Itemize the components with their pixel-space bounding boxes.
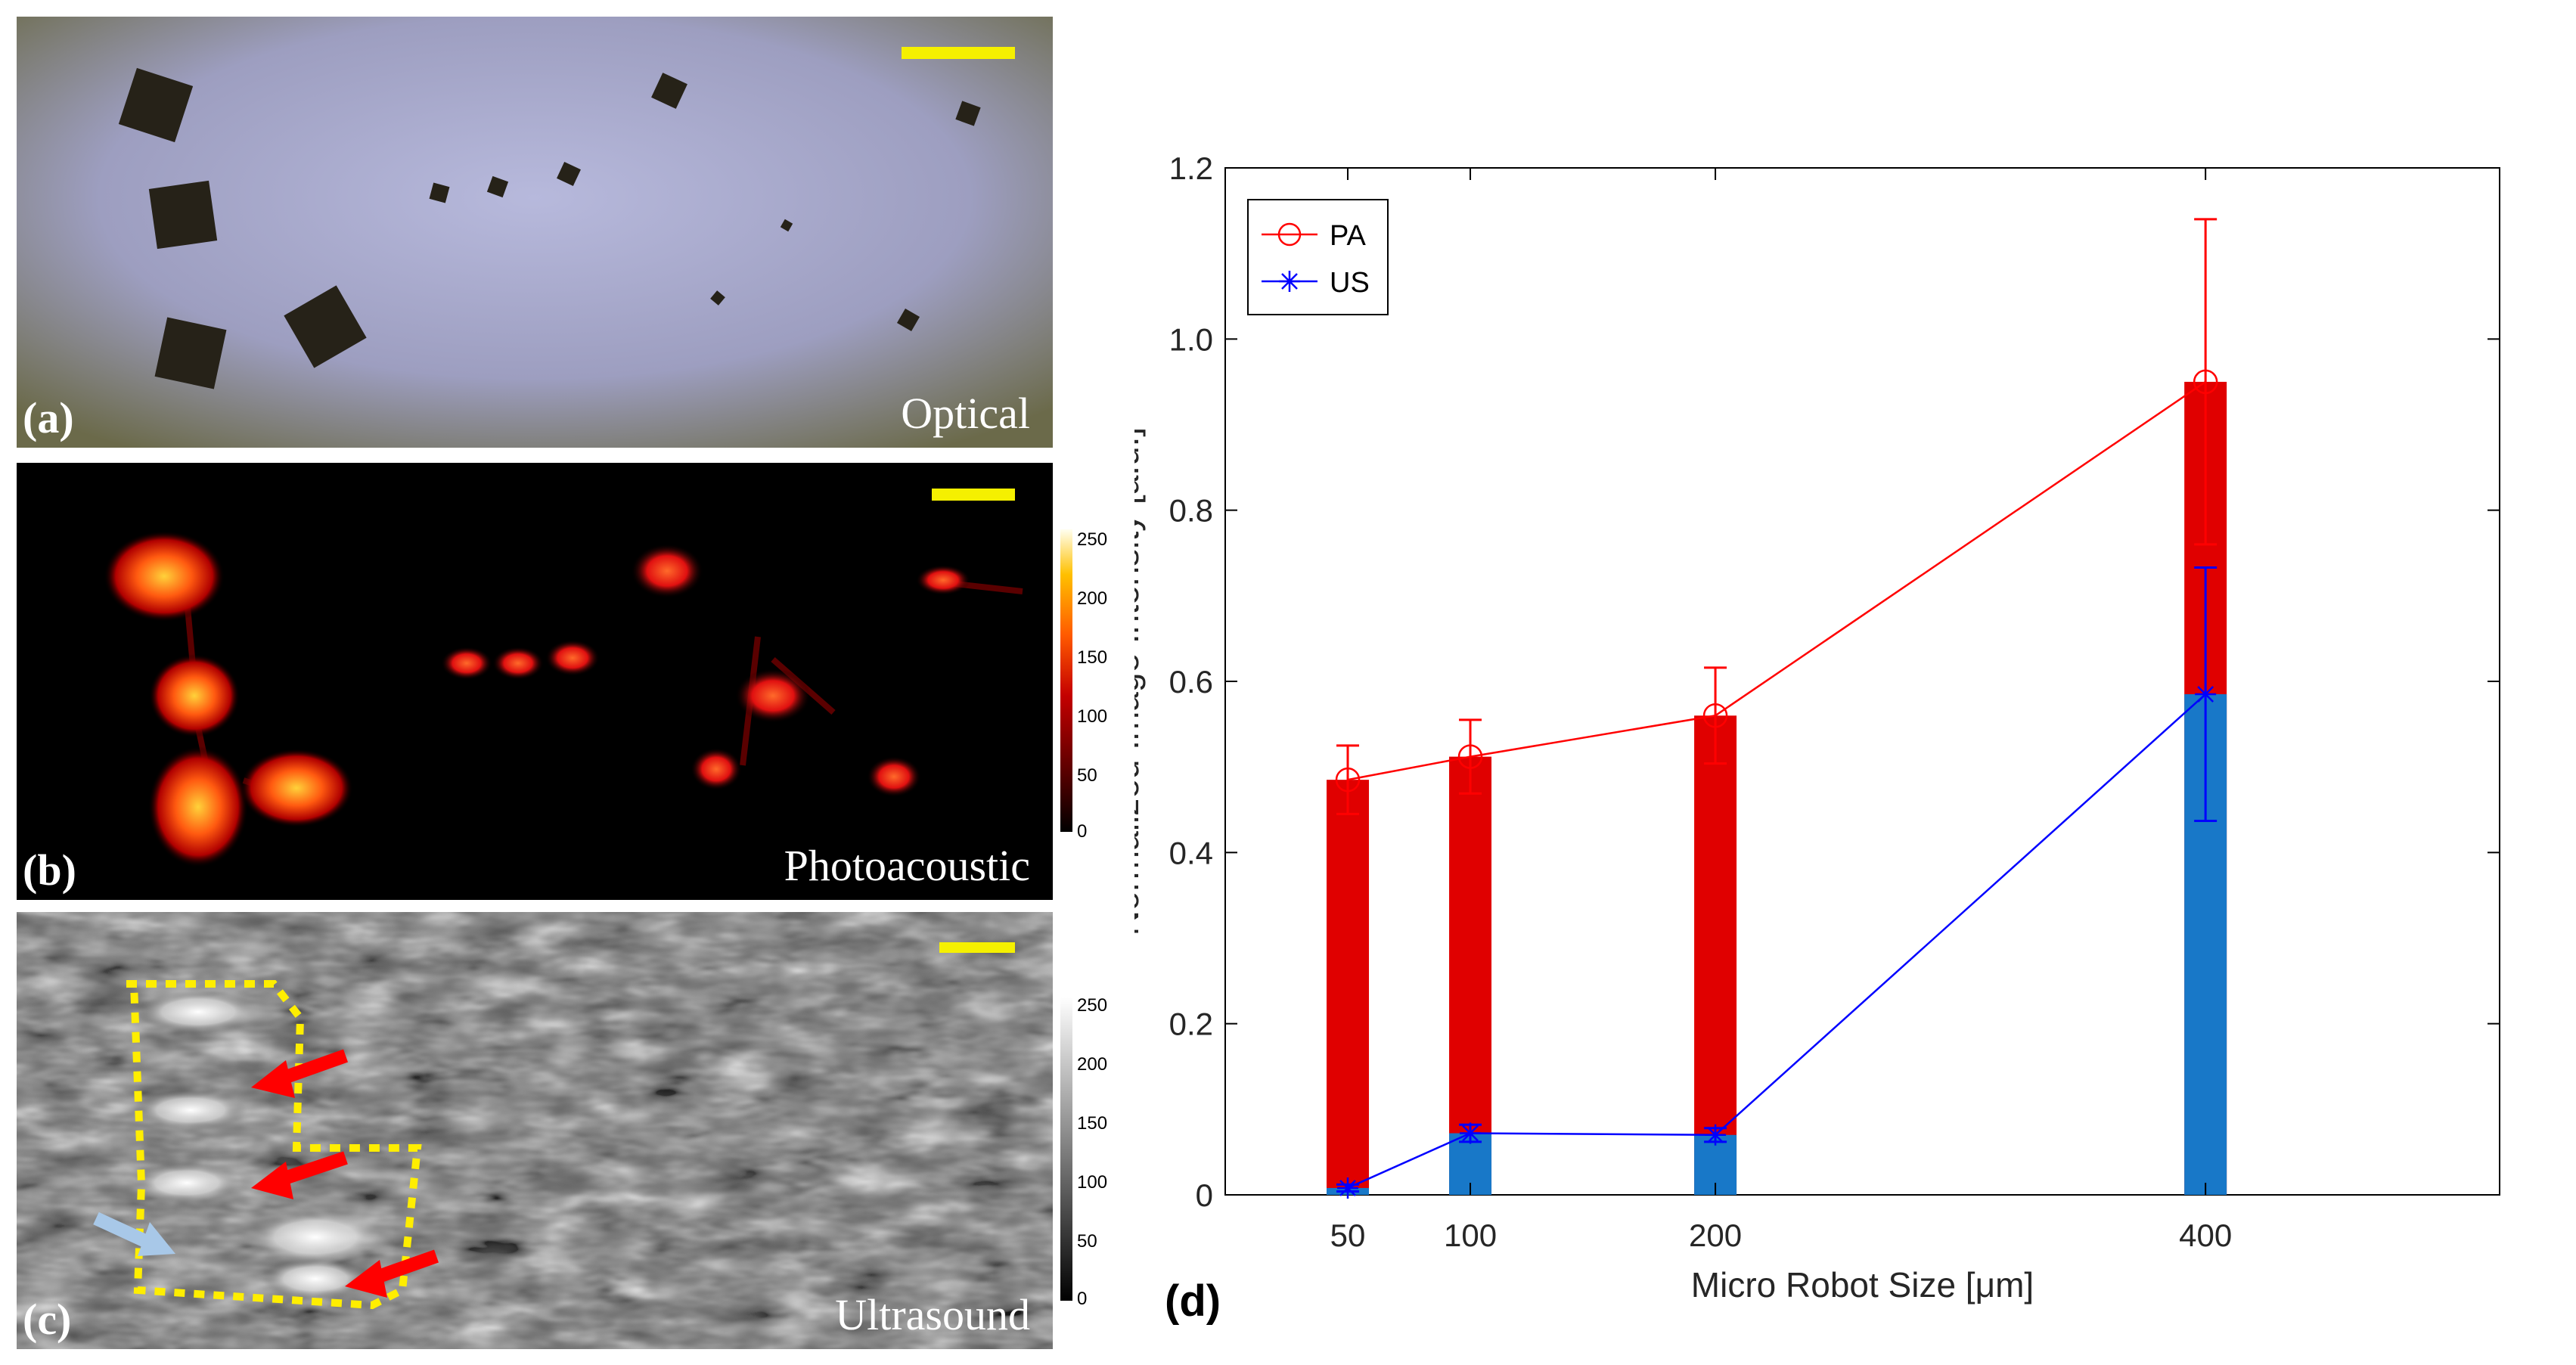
y-tick-label: 0.8 <box>1169 493 1213 529</box>
plot-frame <box>1224 167 2500 1196</box>
colorbar-tick: 150 <box>1077 647 1108 668</box>
blue-arrow-icon <box>93 1211 175 1256</box>
legend-marker-us <box>1279 271 1300 292</box>
colorbar-tick: 250 <box>1077 995 1108 1016</box>
modality-label-optical: Optical <box>901 389 1030 438</box>
data-point-pa <box>1457 744 1483 769</box>
y-tick-label: 1.0 <box>1169 321 1213 357</box>
scale-bar <box>939 942 1015 953</box>
modality-label-photoacoustic: Photoacoustic <box>784 841 1030 890</box>
colorbar-tick: 50 <box>1077 1231 1097 1252</box>
colorbar-tick: 150 <box>1077 1113 1108 1134</box>
optical-image-panel: (a) Optical <box>17 17 1053 448</box>
data-point-us <box>1337 1177 1359 1199</box>
x-axis-label: Micro Robot Size [μm] <box>1691 1265 2034 1305</box>
legend-label-us: US <box>1330 267 1370 299</box>
bar-pa <box>1449 756 1492 1195</box>
scale-bar <box>932 489 1015 501</box>
chart-svg: 0 0.2 0.4 0.6 0.8 1.0 1.2 50 100 200 400 Micro Robo… <box>1106 150 2500 1326</box>
bar-pa <box>1327 780 1370 1195</box>
colorbar-tick: 250 <box>1077 529 1108 550</box>
series-line-pa <box>1347 380 2206 781</box>
intensity-chart: 0 0.2 0.4 0.6 0.8 1.0 1.2 50 100 200 400 Micro Robo… <box>1106 106 2571 1361</box>
y-tick-label: 0.6 <box>1169 664 1213 700</box>
legend-label-pa: PA <box>1330 220 1367 252</box>
x-tick-label: 400 <box>2179 1218 2232 1253</box>
y-tick-label: 1.2 <box>1169 150 1213 186</box>
colorbar-tick: 0 <box>1077 821 1088 842</box>
x-tick-label: 50 <box>1330 1218 1366 1253</box>
optical-image <box>17 17 1053 448</box>
colorbar-tick: 200 <box>1077 588 1108 609</box>
data-point-us <box>2195 683 2217 705</box>
data-point-us <box>1460 1122 1482 1144</box>
colorbar-tick: 0 <box>1077 1289 1088 1309</box>
legend-box <box>1247 199 1389 315</box>
y-axis-label: Normalized Image Intensity [a.u.] <box>1134 427 1146 935</box>
data-point-us <box>1705 1124 1727 1146</box>
bar-pa <box>1694 715 1737 1195</box>
red-arrow-icon <box>345 1249 439 1298</box>
y-tick-label: 0.2 <box>1169 1007 1213 1042</box>
photoacoustic-colorbar <box>1060 529 1072 832</box>
panel-label-d: (d) <box>1165 1277 1221 1326</box>
x-tick-label: 100 <box>1444 1218 1497 1253</box>
y-tick-label: 0.4 <box>1169 835 1213 870</box>
red-arrow-icon <box>251 1049 349 1098</box>
colorbar-tick: 50 <box>1077 765 1097 786</box>
panel-label-b: (b) <box>23 845 76 895</box>
colorbar-tick: 100 <box>1077 706 1108 727</box>
photoacoustic-image <box>17 463 1053 900</box>
y-tick-label: 0 <box>1196 1177 1213 1213</box>
data-point-pa <box>1335 767 1361 793</box>
ultrasound-colorbar <box>1060 997 1072 1301</box>
modality-label-ultrasound: Ultrasound <box>835 1290 1030 1339</box>
ultrasound-image <box>17 912 1053 1349</box>
data-point-pa <box>1702 703 1728 728</box>
series-line-us <box>1347 693 2206 1190</box>
panel-label-a: (a) <box>23 393 74 442</box>
data-point-pa <box>2193 369 2218 395</box>
red-arrow-icon <box>251 1151 348 1199</box>
photoacoustic-image-panel: (b) Photoacoustic <box>17 463 1053 900</box>
colorbar-tick: 100 <box>1077 1172 1108 1193</box>
panel-label-c: (c) <box>23 1295 72 1344</box>
ultrasound-image-panel: (c) Ultrasound <box>17 912 1053 1349</box>
legend-marker-pa <box>1277 222 1302 247</box>
x-tick-label: 200 <box>1689 1218 1742 1253</box>
colorbar-tick: 200 <box>1077 1054 1108 1075</box>
scale-bar <box>902 47 1015 59</box>
